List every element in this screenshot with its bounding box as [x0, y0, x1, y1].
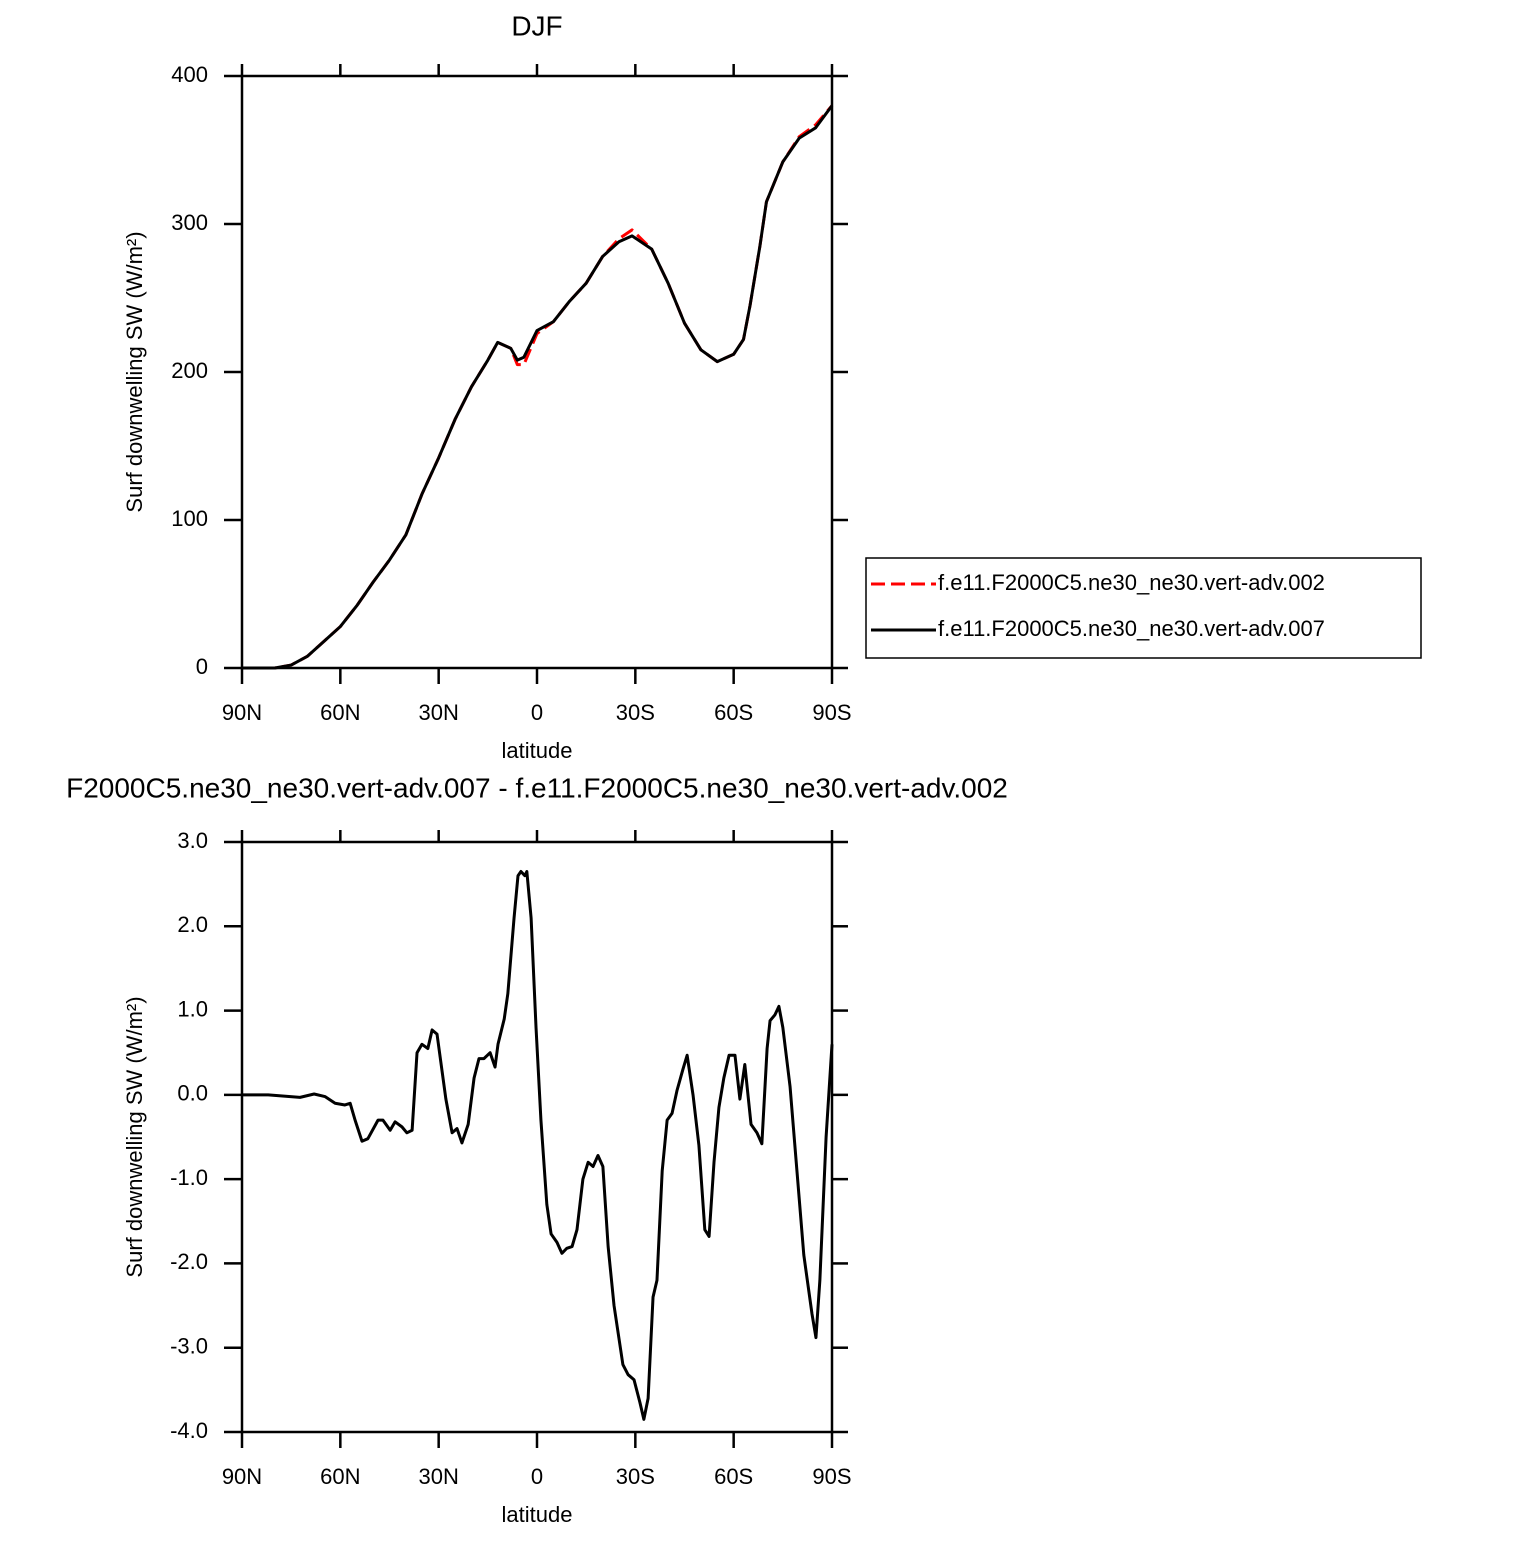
y-axis-label: Surf downwelling SW (W/m²) [122, 996, 147, 1277]
y-tick-label: -1.0 [170, 1165, 208, 1190]
y-tick-label: -3.0 [170, 1334, 208, 1359]
y-tick-label: -2.0 [170, 1249, 208, 1274]
chart-title: F2000C5.ne30_ne30.vert-adv.007 - f.e11.F… [66, 772, 1008, 803]
y-tick-label: 0 [196, 654, 208, 679]
chart-title: DJF [511, 10, 562, 41]
x-tick-label: 60S [714, 700, 753, 725]
y-tick-label: 100 [171, 506, 208, 531]
y-tick-label: 1.0 [177, 996, 208, 1021]
legend-label: f.e11.F2000C5.ne30_ne30.vert-adv.002 [938, 570, 1325, 595]
x-tick-label: 90S [812, 700, 851, 725]
data-line [242, 104, 834, 670]
x-tick-label: 60S [714, 1464, 753, 1489]
x-tick-label: 30S [616, 700, 655, 725]
y-tick-label: 400 [171, 62, 208, 87]
data-line [242, 870, 834, 1421]
y-tick-label: 300 [171, 210, 208, 235]
x-tick-label: 30S [616, 1464, 655, 1489]
data-line [242, 104, 834, 670]
x-tick-label: 60N [320, 1464, 360, 1489]
x-tick-label: 30N [418, 700, 458, 725]
x-axis-label: latitude [502, 738, 573, 763]
x-tick-label: 90N [222, 1464, 262, 1489]
y-tick-label: 200 [171, 358, 208, 383]
legend-label: f.e11.F2000C5.ne30_ne30.vert-adv.007 [938, 616, 1325, 641]
y-tick-label: 2.0 [177, 912, 208, 937]
y-tick-label: 0.0 [177, 1081, 208, 1106]
y-axis-label: Surf downwelling SW (W/m²) [122, 231, 147, 512]
x-tick-label: 60N [320, 700, 360, 725]
x-axis-label: latitude [502, 1502, 573, 1527]
plot-frame [240, 74, 834, 670]
x-tick-label: 30N [418, 1464, 458, 1489]
y-tick-label: 3.0 [177, 828, 208, 853]
x-tick-label: 90N [222, 700, 262, 725]
legend-box [865, 557, 1422, 659]
y-tick-label: -4.0 [170, 1418, 208, 1443]
plot-frame [240, 840, 834, 1434]
x-tick-label: 0 [531, 1464, 543, 1489]
x-tick-label: 90S [812, 1464, 851, 1489]
x-tick-label: 0 [531, 700, 543, 725]
